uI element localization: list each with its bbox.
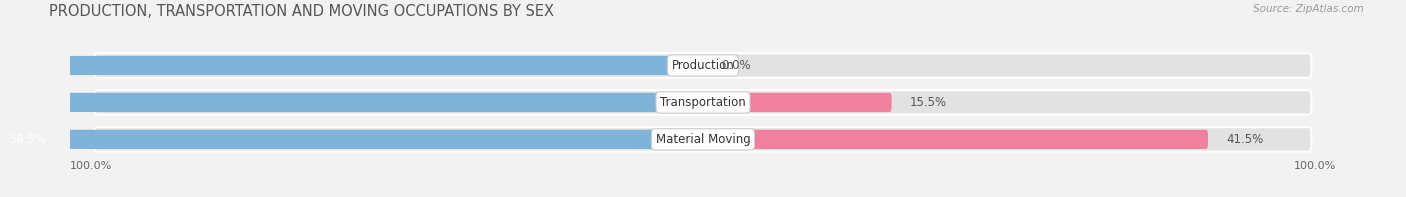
FancyBboxPatch shape xyxy=(94,127,1312,151)
Text: PRODUCTION, TRANSPORTATION AND MOVING OCCUPATIONS BY SEX: PRODUCTION, TRANSPORTATION AND MOVING OC… xyxy=(49,4,554,19)
FancyBboxPatch shape xyxy=(703,93,891,112)
FancyBboxPatch shape xyxy=(0,93,703,112)
Text: Material Moving: Material Moving xyxy=(655,133,751,146)
Text: 100.0%: 100.0% xyxy=(1294,161,1336,171)
FancyBboxPatch shape xyxy=(703,130,1208,149)
Text: 58.5%: 58.5% xyxy=(10,133,46,146)
Text: 15.5%: 15.5% xyxy=(910,96,948,109)
FancyBboxPatch shape xyxy=(94,53,1312,78)
Text: Production: Production xyxy=(672,59,734,72)
Text: 41.5%: 41.5% xyxy=(1226,133,1264,146)
Text: Transportation: Transportation xyxy=(661,96,745,109)
FancyBboxPatch shape xyxy=(94,90,1312,115)
FancyBboxPatch shape xyxy=(0,130,703,149)
Text: Source: ZipAtlas.com: Source: ZipAtlas.com xyxy=(1253,4,1364,14)
FancyBboxPatch shape xyxy=(0,56,703,75)
Text: 100.0%: 100.0% xyxy=(70,161,112,171)
Text: 0.0%: 0.0% xyxy=(721,59,751,72)
